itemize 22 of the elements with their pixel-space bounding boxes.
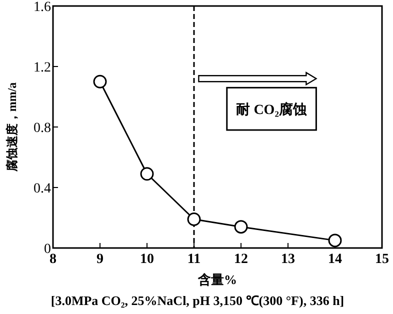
y-tick-label: 1.2 — [34, 60, 51, 76]
text: [3.0MPa CO₂, 25%NaCl, pH 3,150 ℃(300 °F), 336 h] — [50, 293, 344, 308]
x-axis-title: 含量% — [197, 272, 237, 287]
x-tick-label: 9 — [96, 252, 104, 267]
y-axis-title: 腐蚀速度，mm/a — [5, 82, 19, 173]
y-tick-label: 0 — [44, 242, 51, 257]
point — [234, 220, 248, 234]
x-tick-label: 13 — [281, 252, 295, 267]
y-tick-label: 1.6 — [34, 0, 51, 15]
x-tick-label: 15 — [375, 252, 389, 267]
x-tick-label: 11 — [187, 252, 201, 267]
y-tick-label: 0.8 — [34, 121, 51, 136]
x-tick-label: 8 — [50, 252, 56, 267]
x-tick-label: 12 — [234, 252, 248, 267]
x-tick-label: 10 — [140, 252, 154, 267]
y-tick-label: 0.4 — [34, 182, 51, 196]
point — [93, 74, 107, 88]
point — [187, 212, 201, 226]
x-tick-label: 14 — [328, 252, 342, 267]
annotation: 耐 CO₂腐蚀 — [236, 100, 307, 118]
point — [328, 234, 342, 248]
point — [140, 167, 154, 181]
